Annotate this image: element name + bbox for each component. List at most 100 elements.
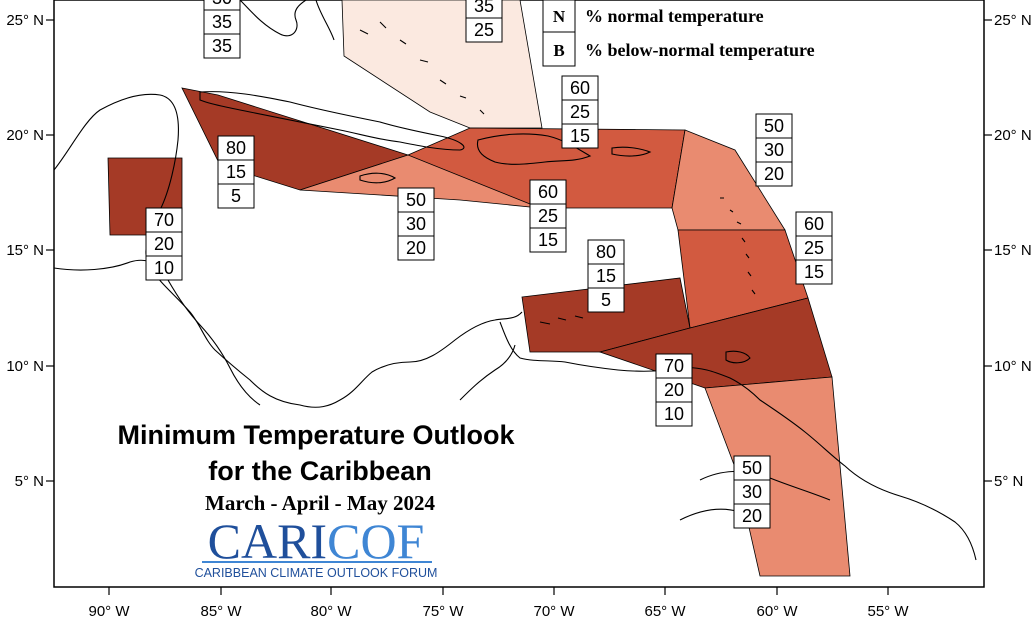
- value-cell: [795, 211, 833, 237]
- y-tick-label-right: 25° N: [994, 12, 1032, 29]
- value-box-windward-islands: 60 25 15: [795, 211, 833, 285]
- value-box-abc-islands: 80 15 5: [587, 239, 625, 313]
- y-tick-label-right: 5° N: [994, 473, 1023, 490]
- y-axis-right: 25° N 20° N 15° N 10° N 5° N: [984, 12, 1032, 490]
- value-cell: [655, 377, 693, 403]
- y-tick-label-left: 20° N: [6, 127, 44, 144]
- value-box-hispaniola-south: 60 25 15: [529, 179, 567, 253]
- value-box-trinidad: 70 20 10: [655, 353, 693, 427]
- value-cell: [755, 137, 793, 163]
- value-cell-text: 80: [226, 138, 246, 158]
- value-cell-text: 15: [538, 230, 558, 250]
- value-cell-text: 20: [664, 380, 684, 400]
- value-cell: [795, 259, 833, 285]
- value-cell-text: 10: [664, 404, 684, 424]
- value-cell: [655, 401, 693, 427]
- value-cell: [145, 231, 183, 257]
- y-tick-label-left: 25° N: [6, 12, 44, 29]
- value-cell-text: 70: [154, 210, 174, 230]
- title-line-2: for the Caribbean: [208, 456, 432, 486]
- value-cell-text: 50: [764, 116, 784, 136]
- x-tick-label: 75° W: [422, 603, 464, 620]
- value-cell: [203, 9, 241, 35]
- value-cell: [755, 161, 793, 187]
- value-cell: [587, 287, 625, 313]
- value-cell-text: 15: [596, 266, 616, 286]
- value-cell-text: 25: [538, 206, 558, 226]
- y-tick-label-left: 10° N: [6, 358, 44, 375]
- value-cell-text: 35: [474, 0, 494, 16]
- legend-key-n: N: [553, 7, 566, 26]
- value-cell-text: 15: [570, 126, 590, 146]
- value-cell-text: 70: [664, 356, 684, 376]
- value-cell: [397, 211, 435, 237]
- value-box-northern-lesser-antilles: 50 30 20: [755, 113, 793, 187]
- caricof-logo: CARICOF CARIBBEAN CLIMATE OUTLOOK FORUM: [195, 513, 438, 580]
- value-cell-text: 60: [538, 182, 558, 202]
- legend-text-n: % normal temperature: [585, 6, 764, 26]
- title-period: March - April - May 2024: [205, 491, 435, 515]
- value-boxes: 3525303535801557020105030206025156025155…: [145, 0, 833, 529]
- value-cell-text: 5: [601, 290, 611, 310]
- value-cell-text: 30: [406, 214, 426, 234]
- coastlines: [53, 0, 977, 561]
- logo-word-cari: CARI: [208, 513, 327, 569]
- y-axis-left: 25° N 20° N 15° N 10° N 5° N: [6, 12, 54, 490]
- value-cell-text: 20: [764, 164, 784, 184]
- logo-tagline: CARIBBEAN CLIMATE OUTLOOK FORUM: [195, 566, 438, 580]
- value-cell-text: 80: [596, 242, 616, 262]
- value-box-belize: 70 20 10: [145, 207, 183, 281]
- y-tick-label-right: 15° N: [994, 242, 1032, 259]
- value-cell-text: 30: [742, 482, 762, 502]
- x-tick-label: 55° W: [867, 603, 909, 620]
- value-cell: [755, 113, 793, 139]
- value-cell-text: 15: [804, 262, 824, 282]
- value-cell-text: 35: [212, 36, 232, 56]
- legend-key-n-box: [542, 0, 576, 33]
- value-cell-text: 25: [570, 102, 590, 122]
- legend-key-b-box: [542, 31, 576, 67]
- value-cell-text: 30: [212, 0, 232, 8]
- y-tick-label-right: 10° N: [994, 358, 1032, 375]
- value-cell-text: 20: [154, 234, 174, 254]
- logo-wordmark: CARICOF: [208, 513, 425, 569]
- value-cell-text: 60: [804, 214, 824, 234]
- value-cell: [217, 135, 255, 161]
- x-tick-label: 65° W: [644, 603, 686, 620]
- value-cell: [465, 17, 503, 43]
- value-cell: [655, 353, 693, 379]
- value-box-guianas: 50 30 20: [733, 455, 771, 529]
- x-tick-label: 90° W: [88, 603, 130, 620]
- value-cell: [587, 239, 625, 265]
- value-cell-text: 5: [231, 186, 241, 206]
- value-cell: [733, 503, 771, 529]
- value-cell: [145, 255, 183, 281]
- x-tick-label: 80° W: [310, 603, 352, 620]
- value-cell-text: 35: [212, 12, 232, 32]
- value-cell: [217, 183, 255, 209]
- zone-guianas: [704, 376, 851, 577]
- legend-key-b: B: [553, 41, 564, 60]
- value-cell: [529, 203, 567, 229]
- logo-word-cof: COF: [327, 513, 424, 569]
- value-cell-text: 25: [804, 238, 824, 258]
- value-cell-text: 25: [474, 20, 494, 40]
- legend: N % normal temperature B % below-normal …: [542, 0, 815, 67]
- y-tick-label-right: 20° N: [994, 127, 1032, 144]
- value-cell: [561, 75, 599, 101]
- x-axis: 90° W 85° W 80° W 75° W 70° W 65° W 60° W 55° W: [88, 587, 909, 620]
- value-cell-text: 20: [742, 506, 762, 526]
- y-tick-label-left: 15° N: [6, 242, 44, 259]
- title-line-1: Minimum Temperature Outlook: [117, 420, 515, 450]
- title-block: Minimum Temperature Outlook for the Cari…: [117, 420, 515, 515]
- value-cell: [203, 33, 241, 59]
- value-cell-text: 10: [154, 258, 174, 278]
- value-cell-text: 30: [764, 140, 784, 160]
- value-box-jamaica: 50 30 20: [397, 187, 435, 261]
- value-cell-text: 50: [406, 190, 426, 210]
- x-tick-label: 85° W: [200, 603, 242, 620]
- value-cell: [795, 235, 833, 261]
- x-tick-label: 70° W: [533, 603, 575, 620]
